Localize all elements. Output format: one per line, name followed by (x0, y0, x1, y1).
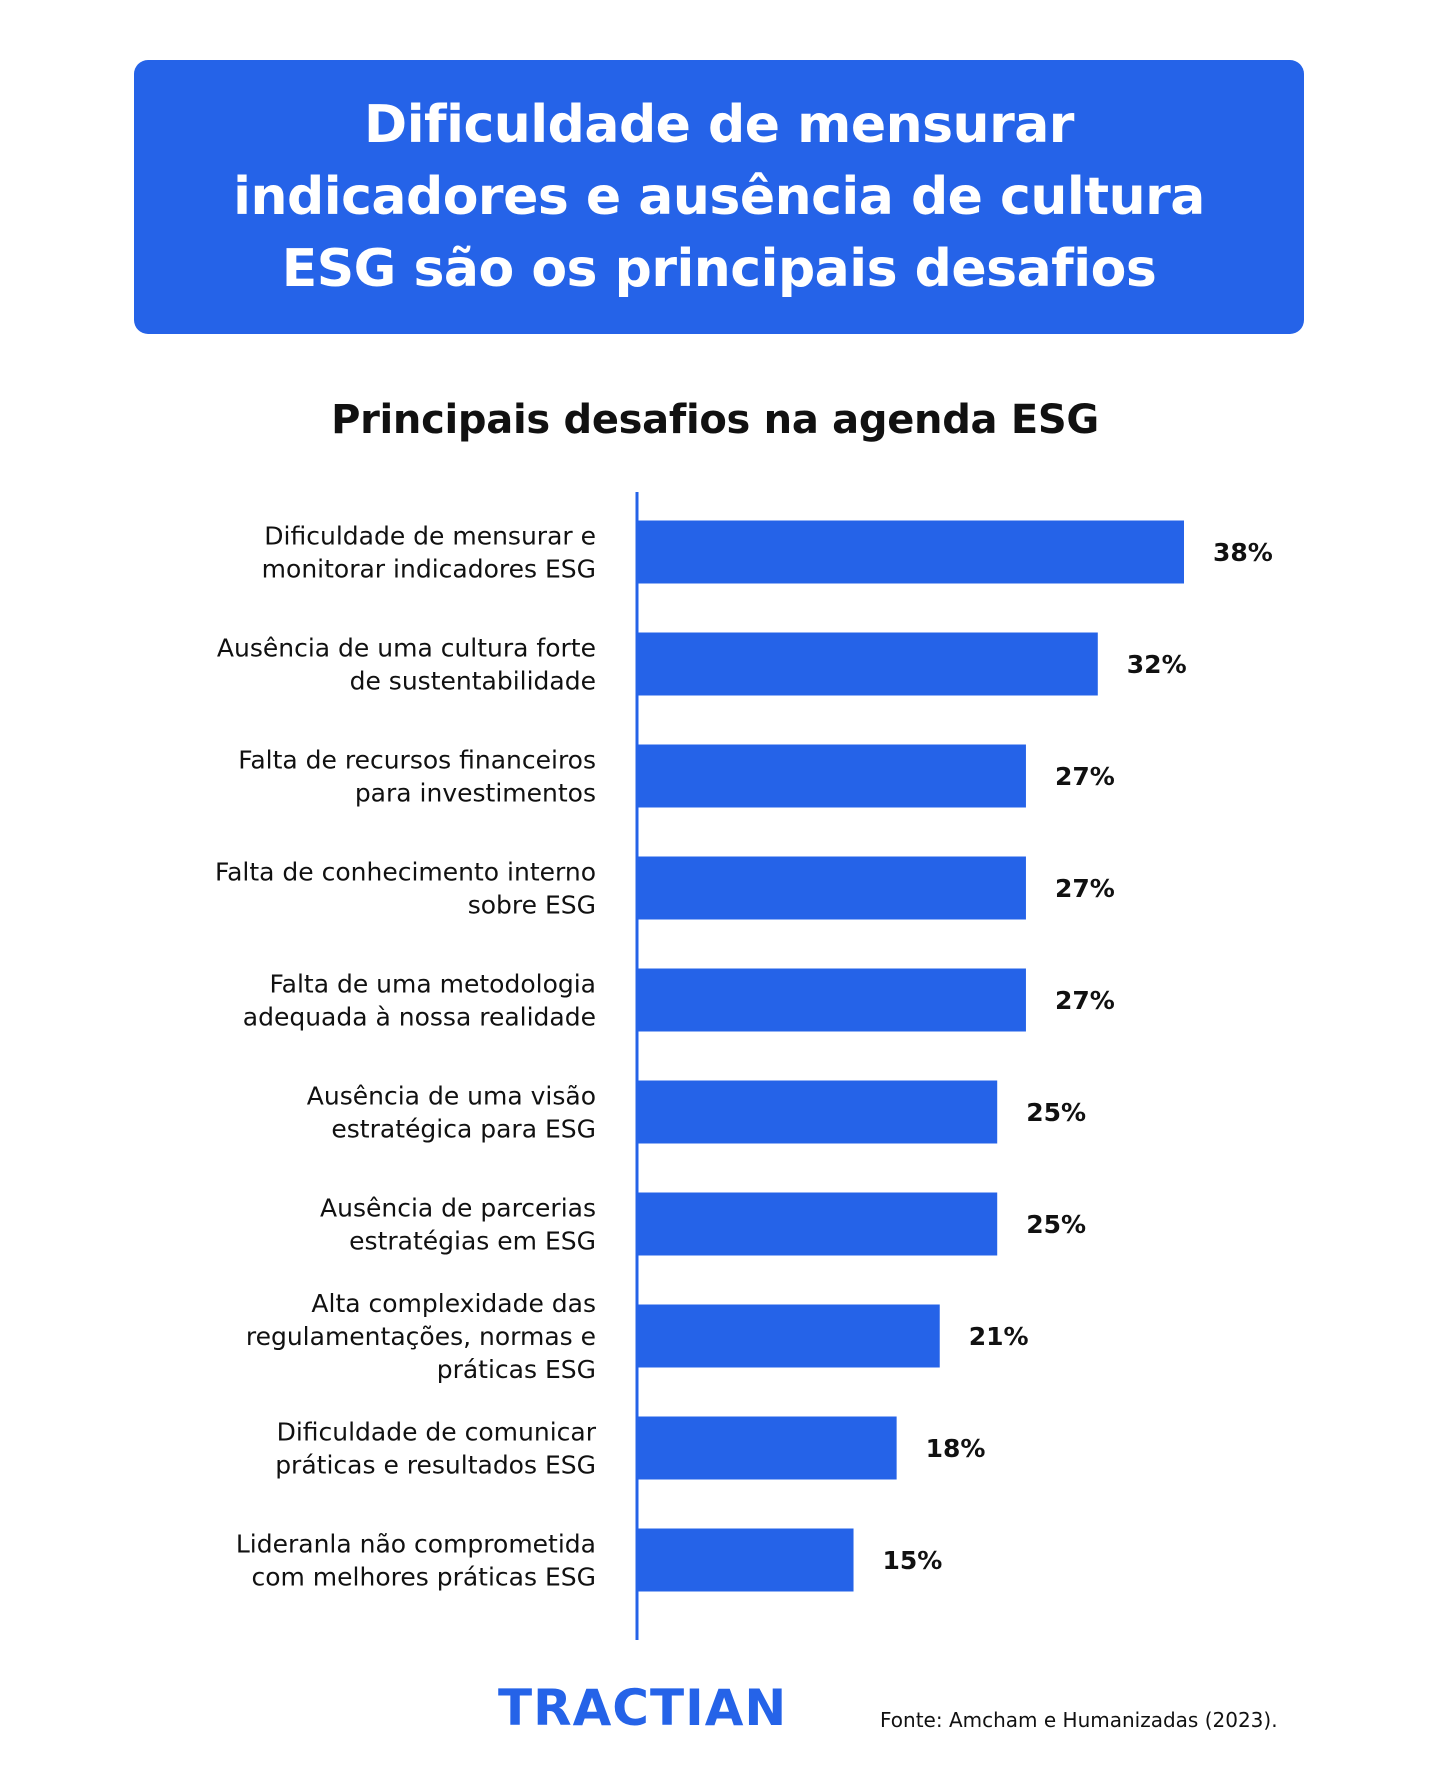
bar (638, 1080, 998, 1144)
category-label-line: Falta de conhecimento interno (215, 858, 596, 887)
category-label-line: de sustentabilidade (350, 667, 596, 696)
category-label-line: estratégias em ESG (349, 1227, 596, 1256)
category-label-line: para investimentos (355, 779, 596, 808)
bar (638, 856, 1026, 920)
bar-value-label: 25% (1026, 1098, 1086, 1127)
category-label: Lideranla não comprometida com melhores p… (236, 1530, 596, 1592)
headline-title: Dificuldade de mensurar indicadores e au… (233, 95, 1205, 299)
bar (638, 520, 1184, 584)
category-label-line: práticas e resultados ESG (275, 1451, 596, 1480)
bar-value-label: 15% (883, 1546, 943, 1575)
chart-title: Principais desafios na agenda ESG (331, 397, 1099, 443)
category-label-line: estratégica para ESG (331, 1115, 596, 1144)
bar-value-label: 38% (1213, 538, 1273, 567)
bar-value-label: 27% (1055, 986, 1115, 1015)
category-label-line: Ausência de uma cultura forte (217, 634, 596, 663)
bar (638, 1304, 940, 1368)
category-label-line: Falta de uma metodologia (270, 970, 596, 999)
category-label-line: regulamentações, normas e (246, 1322, 596, 1351)
category-label-line: sobre ESG (468, 891, 596, 920)
bar-value-label: 21% (969, 1322, 1029, 1351)
category-label-line: Ausência de uma visão (307, 1082, 596, 1111)
category-label-line: práticas ESG (437, 1355, 596, 1384)
bar (638, 1416, 897, 1480)
category-label: Alta complexidade das regulamentações, no… (246, 1289, 596, 1384)
category-label-line: Lideranla não comprometida (236, 1530, 596, 1559)
bar-value-label: 32% (1127, 650, 1187, 679)
category-label-line: adequada à nossa realidade (243, 1003, 596, 1032)
category-label: Ausência de uma cultura forte de sustenta… (217, 634, 596, 696)
category-label: Falta de recursos financeiros para invest… (238, 746, 596, 808)
bar-value-label: 27% (1055, 874, 1115, 903)
category-label-line: Alta complexidade das (311, 1289, 596, 1318)
category-label-line: Ausência de parcerias (320, 1194, 596, 1223)
category-label-line: com melhores práticas ESG (251, 1563, 596, 1592)
category-label: Dificuldade de comunicar práticas e resul… (275, 1418, 597, 1480)
source-note: Fonte: Amcham e Humanizadas (2023). (880, 1708, 1278, 1732)
category-label-line: monitorar indicadores ESG (262, 555, 596, 584)
category-label: Falta de conhecimento interno sobre ESG (215, 858, 596, 920)
category-label: Ausência de uma visão estratégica para ES… (307, 1082, 596, 1144)
category-label: Dificuldade de mensurar e monitorar indic… (262, 522, 596, 584)
bar-value-label: 25% (1026, 1210, 1086, 1239)
bar (638, 1528, 854, 1592)
bar (638, 1192, 998, 1256)
bar (638, 744, 1026, 808)
category-label: Falta de uma metodologia adequada à nossa… (243, 970, 596, 1032)
bar-value-label: 18% (926, 1434, 986, 1463)
tractian-logo: TRACTIAN (498, 1679, 788, 1737)
bar-value-label: 27% (1055, 762, 1115, 791)
bar (638, 968, 1026, 1032)
bar (638, 632, 1098, 696)
category-label-line: Dificuldade de comunicar (277, 1418, 597, 1447)
category-label-line: Falta de recursos financeiros (238, 746, 596, 775)
headline-banner: Dificuldade de mensurar indicadores e au… (134, 60, 1304, 334)
category-label: Ausência de parcerias estratégias em ESG (320, 1194, 596, 1256)
category-label-line: Dificuldade de mensurar e (264, 522, 596, 551)
